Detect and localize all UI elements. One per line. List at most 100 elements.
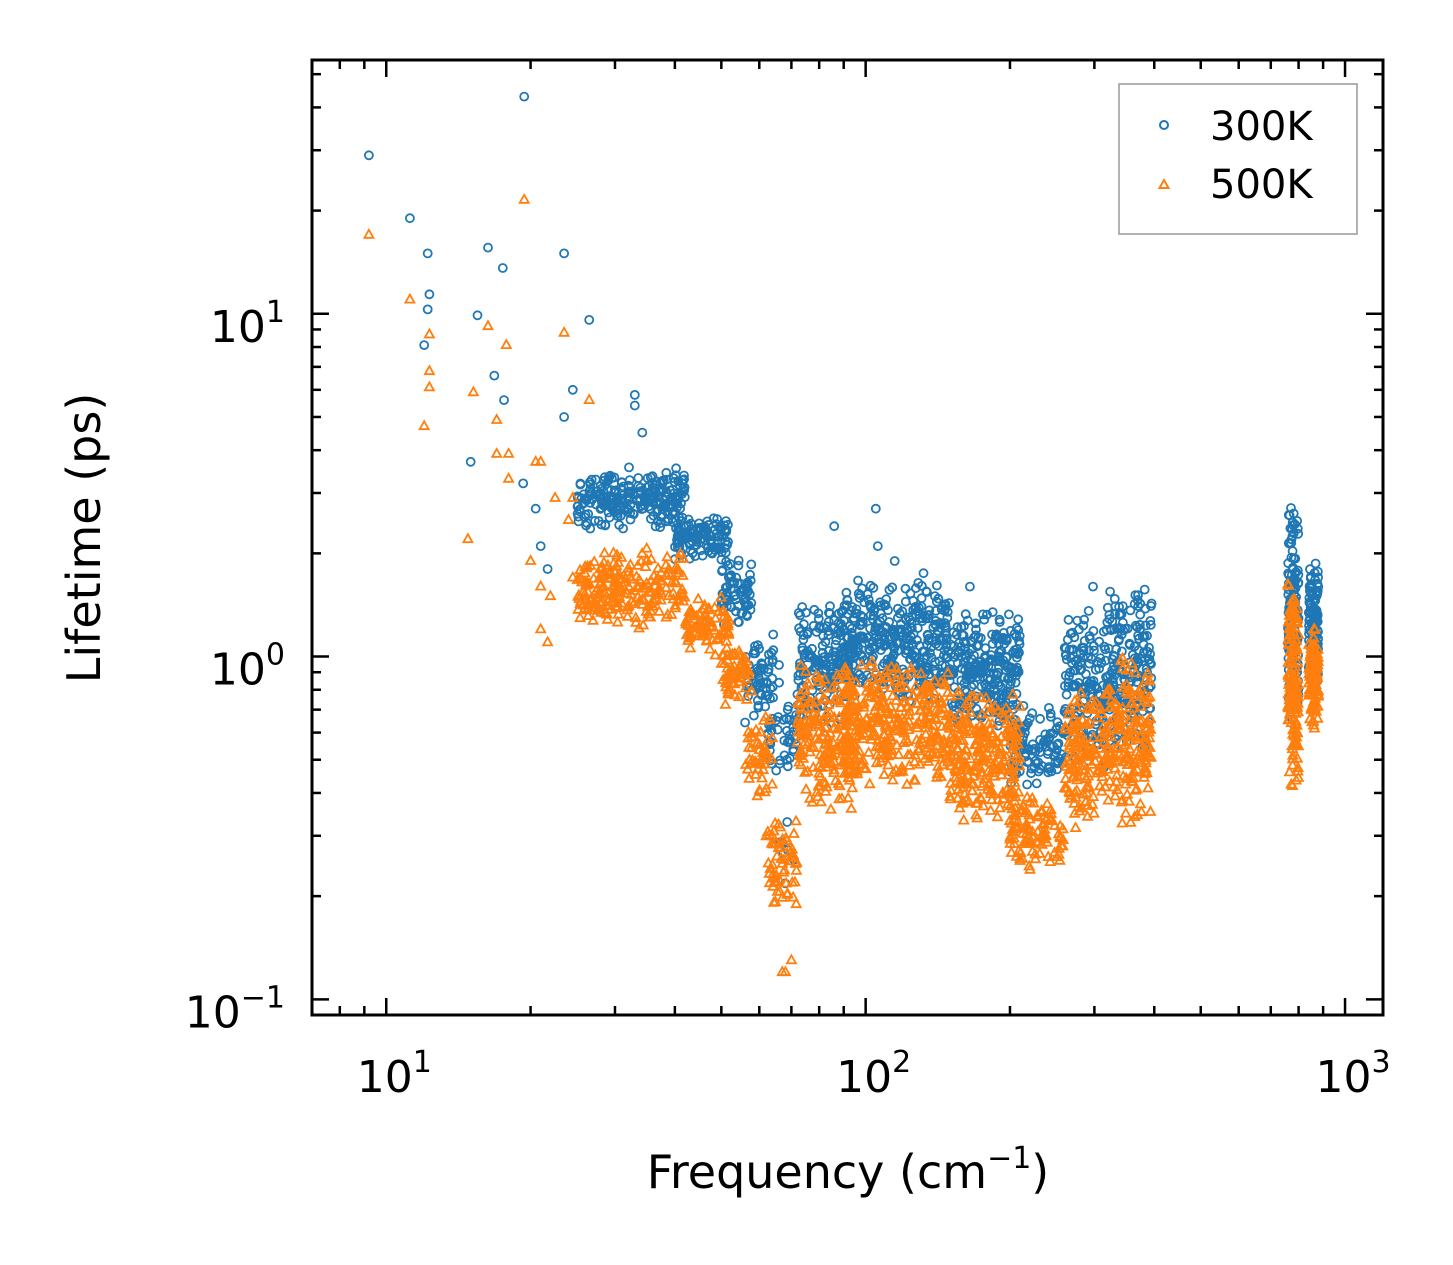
- data-point-300k: [1045, 711, 1056, 722]
- data-point-300k: [419, 340, 430, 351]
- data-point-500k: [1102, 741, 1115, 753]
- data-point-500k: [1128, 810, 1141, 821]
- data-point-500k: [1087, 731, 1100, 742]
- data-point-500k: [872, 716, 885, 727]
- data-point-300k: [813, 608, 824, 619]
- data-point-500k: [818, 682, 831, 693]
- data-point-300k: [584, 314, 595, 325]
- data-point-500k: [959, 758, 972, 770]
- data-point-300k: [1292, 565, 1303, 576]
- data-point-500k: [1121, 663, 1134, 675]
- data-point-300k: [679, 474, 689, 485]
- data-point-300k: [497, 263, 508, 273]
- data-point-300k: [801, 607, 811, 618]
- data-point-500k: [897, 736, 910, 747]
- data-point-500k: [1012, 785, 1025, 797]
- data-point-500k: [518, 192, 531, 204]
- data-point-500k: [964, 706, 977, 717]
- data-point-500k: [835, 792, 848, 803]
- data-point-300k: [1088, 581, 1098, 592]
- data-point-500k: [981, 782, 994, 794]
- data-point-300k: [794, 623, 804, 634]
- data-point-500k: [544, 589, 557, 601]
- data-point-500k: [952, 707, 966, 719]
- data-point-300k: [1144, 642, 1154, 653]
- data-point-500k: [625, 572, 638, 584]
- data-point-500k: [601, 612, 614, 624]
- data-point-500k: [901, 700, 914, 712]
- data-point-300k: [646, 494, 657, 504]
- data-point-500k: [975, 780, 989, 791]
- data-point-500k: [669, 576, 682, 588]
- data-point-500k: [1282, 668, 1295, 680]
- data-point-500k: [779, 876, 793, 888]
- x-axis-title: Frequency (cm−1): [647, 1141, 1050, 1199]
- data-point-500k: [1059, 720, 1072, 731]
- data-point-500k: [755, 757, 768, 769]
- data-point-500k: [900, 681, 913, 693]
- data-point-500k: [803, 678, 816, 690]
- data-point-300k: [995, 656, 1005, 667]
- data-point-300k: [1035, 735, 1045, 745]
- data-point-300k: [637, 427, 648, 438]
- data-point-500k: [1088, 700, 1101, 711]
- data-point-300k: [1134, 633, 1144, 644]
- data-point-300k: [695, 545, 706, 556]
- data-point-500k: [790, 863, 803, 875]
- data-point-300k: [900, 583, 911, 594]
- data-point-300k: [657, 504, 668, 515]
- data-point-300k: [1113, 635, 1124, 646]
- data-point-500k: [644, 610, 657, 622]
- data-point-500k: [1116, 816, 1129, 828]
- data-point-300k: [931, 620, 941, 631]
- data-point-500k: [985, 793, 998, 805]
- data-point-300k: [1145, 620, 1156, 630]
- data-point-300k: [1087, 729, 1098, 740]
- data-point-500k: [581, 594, 594, 606]
- data-point-500k: [1068, 796, 1081, 808]
- data-point-500k: [878, 768, 891, 779]
- data-point-500k: [1284, 699, 1297, 711]
- data-point-500k: [690, 609, 703, 621]
- data-point-300k: [591, 499, 601, 510]
- data-point-500k: [1307, 715, 1320, 726]
- data-point-500k: [827, 755, 841, 766]
- data-point-500k: [1093, 764, 1106, 776]
- y-tick-label: 101: [210, 295, 285, 353]
- data-point-500k: [823, 711, 837, 723]
- data-point-300k: [1084, 682, 1095, 693]
- data-point-500k: [754, 725, 767, 737]
- data-point-300k: [749, 710, 759, 721]
- data-point-500k: [766, 731, 779, 743]
- data-point-500k: [1305, 648, 1318, 660]
- data-point-300k: [1060, 670, 1071, 681]
- data-point-500k: [584, 559, 597, 570]
- data-point-500k: [1099, 780, 1112, 792]
- data-point-300k: [846, 605, 857, 616]
- data-point-500k: [904, 661, 918, 673]
- data-point-500k: [1089, 754, 1102, 766]
- data-point-500k: [890, 674, 903, 686]
- data-point-500k: [1103, 715, 1116, 727]
- data-point-500k: [1141, 781, 1155, 793]
- data-point-500k: [982, 706, 995, 718]
- data-point-500k: [753, 738, 766, 749]
- data-point-500k: [966, 784, 979, 796]
- data-point-500k: [524, 554, 537, 565]
- data-point-500k: [995, 748, 1008, 759]
- data-point-500k: [1081, 781, 1094, 793]
- data-point-500k: [814, 795, 828, 807]
- data-point-500k: [930, 746, 943, 758]
- data-point-300k: [918, 568, 929, 579]
- data-point-500k: [961, 769, 975, 780]
- data-point-500k: [1006, 772, 1019, 784]
- data-point-500k: [676, 569, 689, 580]
- data-point-500k: [880, 671, 893, 683]
- data-point-300k: [542, 564, 553, 574]
- data-point-500k: [857, 761, 870, 773]
- data-point-500k: [1062, 707, 1075, 719]
- data-point-500k: [948, 748, 961, 759]
- legend-box: [1118, 83, 1358, 235]
- data-point-300k: [922, 629, 933, 640]
- data-point-500k: [1004, 837, 1017, 848]
